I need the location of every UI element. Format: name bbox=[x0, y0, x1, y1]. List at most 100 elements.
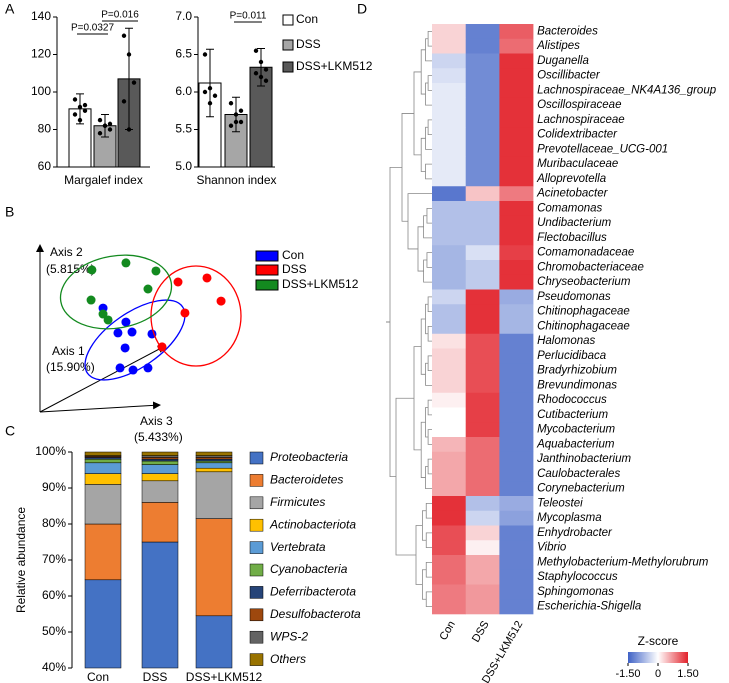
axis-percent: (15.90%) bbox=[46, 360, 95, 374]
row-label: Corynebacterium bbox=[537, 483, 625, 495]
legend-label: Vertebrata bbox=[270, 540, 326, 554]
dendrogram-branch bbox=[426, 252, 432, 268]
dendrogram-branch bbox=[423, 215, 432, 239]
data-point bbox=[107, 127, 113, 132]
data-point bbox=[128, 365, 138, 375]
heatmap-cell bbox=[499, 112, 534, 128]
dendrogram-branch bbox=[427, 355, 432, 372]
dendrogram-branch bbox=[425, 362, 432, 386]
legend-label: DSS bbox=[282, 262, 307, 276]
dendrogram-branch bbox=[427, 75, 432, 91]
dendrogram-branch bbox=[425, 532, 432, 549]
heatmap-cell bbox=[499, 68, 534, 84]
data-point bbox=[143, 363, 153, 373]
dendrogram-branch bbox=[422, 569, 427, 600]
x-axis-label: Margalef index bbox=[64, 173, 143, 187]
heatmap-cell bbox=[499, 378, 534, 394]
legend-swatch bbox=[249, 541, 264, 554]
data-point bbox=[238, 108, 244, 113]
legend-label: Firmicutes bbox=[270, 495, 325, 509]
heatmap-cell bbox=[432, 569, 466, 585]
heatmap-cell bbox=[499, 260, 534, 276]
row-label: Undibacterium bbox=[537, 217, 612, 229]
heatmap-cell bbox=[432, 496, 466, 512]
row-label: Perlucidibaca bbox=[537, 350, 606, 362]
data-point bbox=[202, 89, 208, 95]
legend-label: Desulfobacterota bbox=[270, 607, 361, 621]
heatmap-cell bbox=[432, 68, 466, 84]
p-value: P=0.0327 bbox=[71, 23, 115, 34]
data-point bbox=[207, 101, 213, 106]
heatmap-cell bbox=[465, 378, 500, 394]
bar-segment bbox=[141, 541, 179, 669]
heatmap-cell bbox=[499, 363, 534, 379]
data-point bbox=[253, 71, 259, 76]
axis-label: Axis 2 bbox=[50, 245, 83, 259]
heatmap-cell bbox=[465, 392, 500, 408]
y-tick-label: 60% bbox=[42, 588, 66, 602]
bar-segment bbox=[141, 455, 179, 458]
data-point bbox=[115, 363, 125, 373]
data-point bbox=[98, 309, 108, 319]
heatmap-cell bbox=[499, 466, 534, 482]
data-point bbox=[212, 93, 218, 98]
legend-swatch bbox=[249, 608, 264, 622]
bar-segment bbox=[84, 484, 122, 525]
axis-label: Axis 3 bbox=[140, 414, 173, 428]
heatmap-cell bbox=[465, 466, 500, 482]
data-point bbox=[87, 265, 97, 275]
row-label: Aquabacterium bbox=[536, 438, 615, 450]
data-point bbox=[102, 123, 108, 128]
legend-label: Bacteroidetes bbox=[270, 473, 343, 487]
data-point bbox=[207, 86, 213, 91]
dendrogram-branch bbox=[415, 525, 423, 585]
bar-segment bbox=[195, 518, 233, 617]
bar-segment bbox=[141, 458, 179, 462]
legend-label: WPS-2 bbox=[270, 629, 308, 643]
row-label: Comamonas bbox=[537, 202, 602, 214]
data-point bbox=[97, 117, 103, 123]
heatmap-cell bbox=[465, 142, 500, 158]
bar-segment bbox=[141, 460, 179, 465]
row-label: Janthinobacterium bbox=[536, 453, 631, 465]
heatmap-cell bbox=[465, 112, 500, 128]
legend-label: DSS+LKM512 bbox=[296, 59, 373, 73]
heatmap-cell bbox=[432, 422, 466, 438]
bar-segment bbox=[195, 471, 233, 519]
heatmap-cell bbox=[432, 584, 466, 600]
bar-segment bbox=[84, 462, 122, 474]
row-label: Bradyrhizobium bbox=[537, 365, 617, 377]
heatmap-cell bbox=[465, 510, 500, 526]
heatmap-cell bbox=[499, 584, 534, 600]
row-label: Halomonas bbox=[537, 335, 595, 347]
legend-swatch bbox=[249, 518, 264, 532]
group-ellipse bbox=[59, 254, 173, 330]
legend-label: Actinobacteriota bbox=[269, 517, 356, 531]
y-tick-label: 140 bbox=[31, 9, 51, 23]
colorbar-tick-label: -1.50 bbox=[615, 668, 640, 680]
bar-segment bbox=[195, 615, 233, 669]
legend-label: Others bbox=[270, 652, 306, 666]
heatmap-cell bbox=[432, 525, 466, 541]
y-tick-label: 6.5 bbox=[175, 47, 192, 61]
legend-swatch bbox=[282, 14, 294, 26]
heatmap-cell bbox=[499, 348, 534, 364]
heatmap-cell bbox=[499, 540, 534, 556]
row-label: Duganella bbox=[537, 55, 589, 67]
y-tick-label: 90% bbox=[42, 480, 66, 494]
y-tick-label: 5.0 bbox=[175, 159, 192, 173]
dendrogram-branch bbox=[422, 510, 427, 541]
data-point bbox=[82, 108, 88, 113]
dendrogram-branch bbox=[425, 591, 432, 608]
data-point bbox=[157, 342, 167, 352]
dendrogram-branch bbox=[425, 82, 432, 106]
heatmap-cell bbox=[465, 363, 500, 379]
error-bar bbox=[206, 48, 214, 118]
bar-segment bbox=[84, 523, 122, 581]
panel-label: A bbox=[5, 1, 15, 17]
y-tick-label: 100 bbox=[31, 84, 51, 98]
bar-segment bbox=[84, 458, 122, 464]
legend-label: Cyanobacteria bbox=[270, 562, 348, 576]
data-point bbox=[238, 119, 244, 125]
bar-segment bbox=[195, 460, 233, 464]
